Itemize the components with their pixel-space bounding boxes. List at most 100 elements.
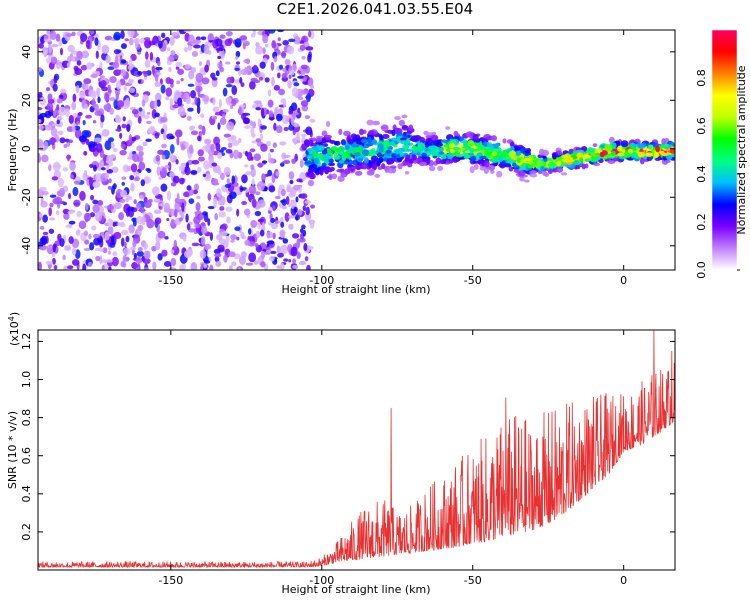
spectrogram-cell xyxy=(237,191,242,196)
spectrogram-cell xyxy=(142,258,151,265)
spectrogram-cell xyxy=(308,30,312,38)
spectrogram-cell xyxy=(38,118,42,124)
spectrogram-cell xyxy=(469,166,475,174)
spectrogram-cell xyxy=(48,43,52,54)
spectrogram-cell xyxy=(101,44,110,54)
spectrogram-cell xyxy=(223,133,232,138)
spectrogram-cell xyxy=(524,150,530,154)
spectrogram-cell xyxy=(257,218,264,223)
spectrogram-cell xyxy=(234,67,240,71)
spectrogram-cell xyxy=(183,250,192,259)
spectrogram-cell xyxy=(44,124,53,131)
spectrogram-cell xyxy=(97,96,101,104)
spectrogram-frame xyxy=(37,29,676,271)
colorbar-label: Normalized spectral amplitude xyxy=(735,65,748,234)
spectrogram-cell xyxy=(91,225,97,231)
spectrogram-cell xyxy=(443,144,451,148)
spectrogram-cell xyxy=(195,72,204,83)
spectrogram-cell xyxy=(228,142,233,149)
spectrogram-cell xyxy=(226,178,230,185)
spectrogram-cell xyxy=(282,67,287,72)
spectrogram-cell xyxy=(281,72,288,79)
spectrogram-cell xyxy=(178,165,185,172)
spectrogram-cell xyxy=(368,168,375,175)
spectrogram-cell xyxy=(158,205,162,210)
spectrogram-cell xyxy=(39,186,47,192)
spectrogram-cell xyxy=(154,217,162,225)
spectrogram-cell xyxy=(53,75,58,84)
spectrogram-cell xyxy=(127,156,132,160)
spectrogram-cell xyxy=(288,171,295,180)
spectrogram-cell xyxy=(197,87,201,97)
spectrogram-cell xyxy=(109,242,116,248)
spectrogram-cell xyxy=(121,176,127,180)
spectrogram-cell xyxy=(216,234,223,241)
spectrogram-cell xyxy=(159,78,163,85)
spectrogram-cell xyxy=(53,265,58,270)
spectrogram-cell xyxy=(58,39,63,47)
spectrogram-cell xyxy=(380,126,387,130)
spectrogram-cell xyxy=(219,44,224,52)
spectrogram-cell xyxy=(260,107,265,117)
spectrogram-cell xyxy=(107,226,114,235)
spectrogram-cell xyxy=(284,212,290,222)
spectrogram-cell xyxy=(168,267,177,270)
spectrogram-cell xyxy=(154,209,159,214)
spectrogram-cell xyxy=(217,244,225,253)
spectrogram-cell xyxy=(221,231,228,237)
spectrogram-cell xyxy=(87,261,93,268)
spectrogram-cell xyxy=(39,225,45,230)
spectrogram-cell xyxy=(291,233,300,239)
spectrogram-cell xyxy=(479,155,487,160)
spectrogram-cell xyxy=(55,59,62,70)
spectrogram-cell xyxy=(120,237,125,247)
spectrogram-cell xyxy=(204,64,210,73)
spectrogram-cell xyxy=(411,138,418,142)
spectrogram-cell xyxy=(384,167,389,173)
spectrogram-cell xyxy=(71,31,76,37)
spectrogram-cell xyxy=(203,260,211,264)
spectrogram-cell xyxy=(612,157,620,162)
spectrogram-cell xyxy=(38,140,44,149)
spectrogram-cell xyxy=(266,240,275,245)
spectrogram-cell xyxy=(72,124,76,133)
spectrogram-cell xyxy=(305,46,314,51)
spectrogram-cell xyxy=(298,260,307,266)
spectrogram-cell xyxy=(127,30,135,38)
spectrogram-cell xyxy=(273,56,278,63)
spectrogram-cell xyxy=(224,183,231,188)
spectrogram-cell xyxy=(180,112,187,116)
spectrogram-cell xyxy=(428,145,437,151)
spectrogram-cell xyxy=(221,146,227,151)
spectrogram-cell xyxy=(293,35,301,45)
spectrogram-cell xyxy=(49,194,57,198)
spectrogram-cell xyxy=(590,156,598,161)
spectrogram-cell xyxy=(289,179,294,185)
spectrogram-cell xyxy=(127,64,133,71)
spectrogram-cell xyxy=(180,77,184,82)
spectrogram-cell xyxy=(193,44,201,49)
spectrogram-cell xyxy=(52,257,56,265)
spectrogram-cell xyxy=(281,50,287,59)
spectrogram-cell xyxy=(655,145,660,153)
spectrogram-cell xyxy=(331,173,338,180)
spectrogram-cell xyxy=(169,143,175,154)
spectrogram-cell xyxy=(271,40,277,49)
spectrogram-cell xyxy=(169,78,174,85)
spectrogram-cell xyxy=(85,39,91,49)
colorbar-tick-label: 0.4 xyxy=(695,165,708,183)
spectrogram-cell xyxy=(39,97,47,106)
spectrogram-cell xyxy=(408,124,414,131)
spectrogram-cell xyxy=(176,136,180,146)
spectrogram-cell xyxy=(72,93,77,103)
spectrogram-cell xyxy=(74,68,83,76)
spectrogram-cell xyxy=(85,138,90,146)
spectrogram-cell xyxy=(290,246,298,257)
spectrogram-cell xyxy=(253,79,261,84)
spectrogram-cell xyxy=(307,78,313,86)
spectrogram-cell xyxy=(94,211,103,222)
spectrogram-cell xyxy=(241,200,248,206)
spectrogram-cell xyxy=(191,50,199,57)
spectrogram-cell xyxy=(57,130,64,136)
spectrogram-cell xyxy=(424,142,433,146)
